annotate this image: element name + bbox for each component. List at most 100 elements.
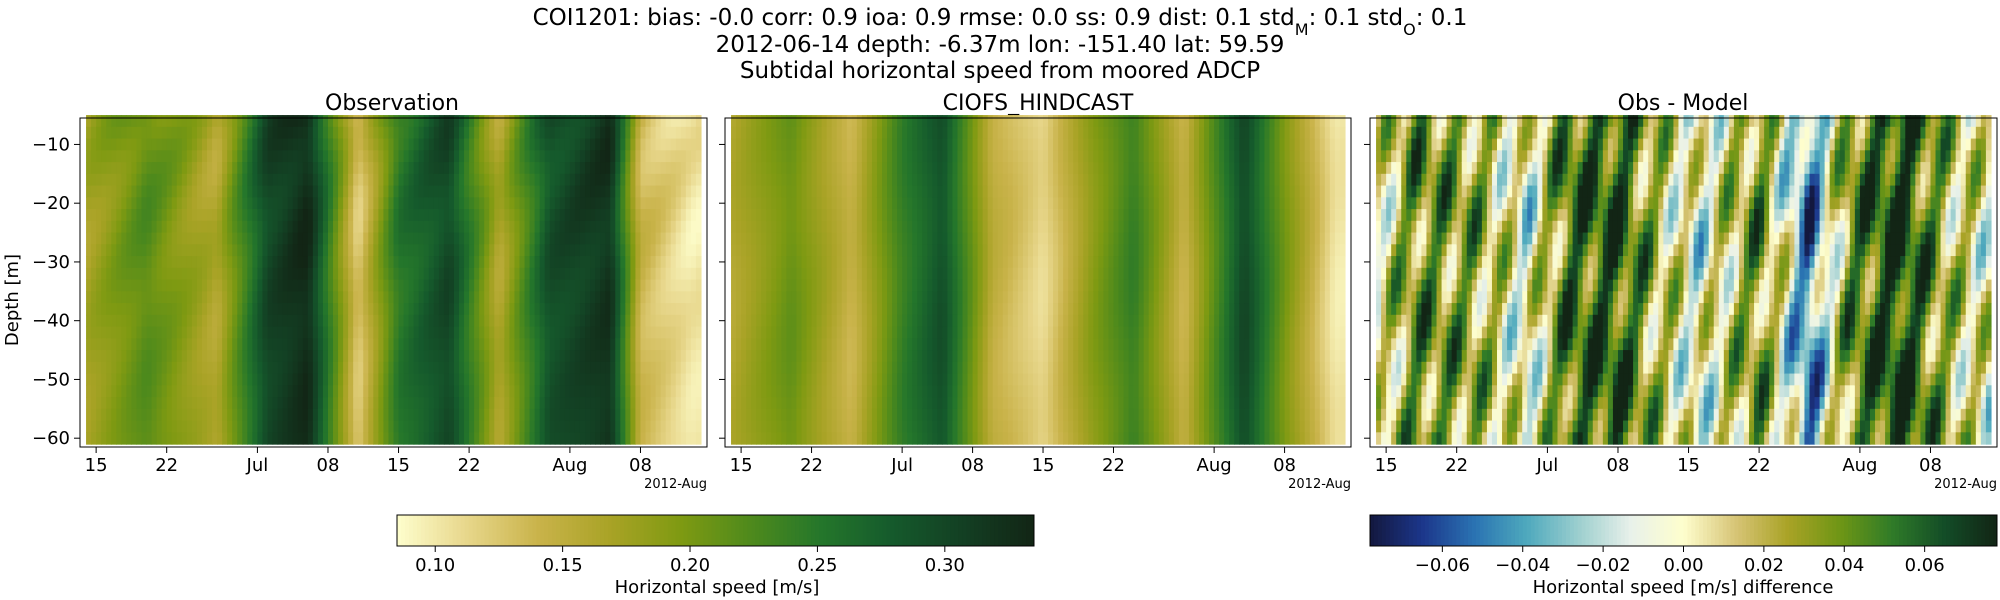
heatmap-cell (771, 185, 777, 198)
heatmap-cell (343, 303, 349, 316)
heatmap-cell (398, 173, 405, 187)
heatmap-cell (786, 350, 793, 363)
heatmap-cell (222, 185, 228, 198)
heatmap-cell (952, 267, 959, 281)
heatmap-cell (821, 291, 828, 304)
heatmap-cell (635, 138, 642, 151)
heatmap-cell (967, 373, 974, 386)
heatmap-cell (156, 303, 163, 316)
heatmap-cell (443, 338, 450, 351)
heatmap-cell (620, 397, 626, 410)
heatmap-cell (529, 420, 536, 433)
heatmap-cell (277, 256, 284, 269)
heatmap-cell (413, 291, 420, 304)
heatmap-cell (902, 420, 908, 433)
heatmap-cell (106, 361, 112, 375)
heatmap-cell (287, 373, 294, 386)
heatmap-cell (333, 244, 339, 257)
heatmap-cell (428, 397, 435, 410)
heatmap-cell (408, 303, 415, 316)
heatmap-cell (312, 244, 319, 257)
heatmap-cell (186, 397, 193, 410)
heatmap-cell (871, 291, 878, 304)
heatmap-cell (564, 279, 571, 292)
heatmap-cell (922, 232, 928, 245)
heatmap-cell (751, 397, 757, 410)
heatmap-cell (408, 232, 415, 245)
heatmap-cell (201, 232, 208, 245)
heatmap-cell (292, 408, 299, 422)
heatmap-cell (272, 115, 279, 128)
heatmap-cell (166, 185, 173, 198)
heatmap-cell (262, 173, 269, 187)
heatmap-cell (524, 303, 531, 316)
heatmap-cell (871, 244, 878, 257)
heatmap-cell (504, 126, 511, 140)
heatmap-cell (826, 338, 833, 351)
heatmap-cell (947, 220, 954, 234)
heatmap-cell (227, 291, 233, 304)
heatmap-cell (312, 291, 319, 304)
heatmap-cell (564, 408, 571, 422)
heatmap-cell (892, 185, 898, 198)
heatmap-cell (91, 373, 97, 386)
heatmap-cell (413, 256, 420, 269)
heatmap-cell (479, 397, 485, 410)
heatmap-cell (343, 256, 349, 269)
heatmap-cell (252, 115, 259, 128)
heatmap-cell (746, 115, 752, 128)
heatmap-cell (464, 350, 470, 363)
heatmap-cell (317, 162, 324, 175)
heatmap-cell (927, 150, 933, 163)
heatmap-cell (433, 256, 440, 269)
heatmap-cell (806, 150, 813, 163)
heatmap-cell (524, 138, 531, 151)
heatmap-cell (640, 361, 647, 375)
heatmap-cell (408, 408, 415, 422)
heatmap-cell (786, 162, 793, 175)
heatmap-cell (348, 185, 354, 198)
heatmap-cell (645, 373, 652, 386)
heatmap-cell (640, 420, 647, 433)
heatmap-cell (267, 408, 274, 422)
heatmap-cell (615, 397, 621, 410)
heatmap-cell (972, 291, 979, 304)
heatmap-cell (660, 256, 667, 269)
heatmap-cell (826, 162, 833, 175)
heatmap-cell (947, 326, 954, 339)
heatmap-cell (302, 173, 309, 187)
heatmap-cell (423, 408, 430, 422)
heatmap-cell (957, 197, 964, 210)
heatmap-cell (403, 314, 410, 328)
heatmap-cell (846, 209, 853, 222)
heatmap-cell (559, 385, 566, 398)
heatmap-cell (489, 326, 495, 339)
heatmap-cell (101, 115, 107, 128)
heatmap-cell (317, 373, 324, 386)
heatmap-cell (534, 256, 541, 269)
heatmap-cell (640, 173, 647, 187)
heatmap-cell (887, 303, 893, 316)
heatmap-cell (186, 220, 193, 234)
heatmap-cell (856, 126, 863, 140)
heatmap-cell (146, 303, 153, 316)
heatmap-cell (96, 408, 102, 422)
heatmap-cell (464, 138, 470, 151)
heatmap-cell (574, 197, 581, 210)
heatmap-cell (922, 373, 928, 386)
heatmap-cell (302, 350, 309, 363)
heatmap-cell (595, 244, 601, 257)
heatmap-cell (997, 326, 1004, 339)
heatmap-cell (393, 256, 400, 269)
heatmap-cell (630, 162, 637, 175)
heatmap-cell (101, 350, 107, 363)
heatmap-cell (806, 373, 813, 386)
heatmap-cell (96, 220, 102, 234)
heatmap-cell (625, 138, 631, 151)
heatmap-cell (126, 338, 133, 351)
heatmap-cell (861, 197, 868, 210)
heatmap-cell (746, 244, 752, 257)
heatmap-cell (615, 408, 621, 422)
heatmap-cell (776, 185, 782, 198)
heatmap-cell (418, 350, 425, 363)
